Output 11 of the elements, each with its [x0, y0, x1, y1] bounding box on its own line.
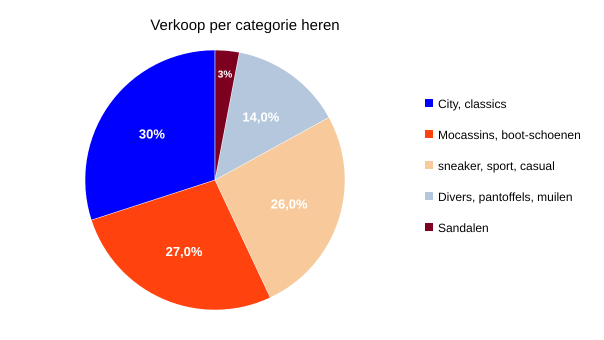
data-label: 14,0%: [242, 109, 280, 124]
data-label: 27,0%: [166, 244, 203, 260]
legend-label: sneaker, sport, casual: [438, 159, 555, 174]
data-label: 3%: [218, 69, 232, 80]
legend-label: Sandalen: [438, 221, 489, 236]
data-label: 26,0%: [270, 196, 308, 212]
data-label: 30%: [138, 126, 166, 142]
legend-label: Mocassins, boot-schoenen: [438, 128, 581, 142]
chart-title: Verkoop per categorie heren: [150, 17, 340, 34]
legend-label: City, classics: [438, 97, 506, 112]
legend-label: Divers, pantoffels, muilen: [438, 190, 573, 204]
